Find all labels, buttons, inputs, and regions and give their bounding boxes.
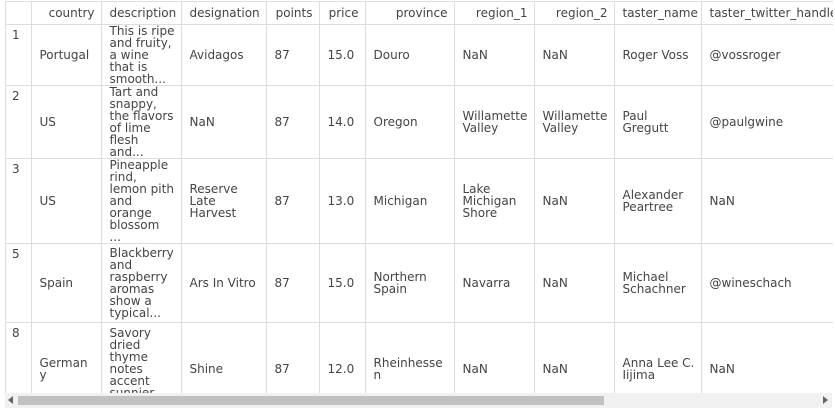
column-header: country (31, 2, 102, 25)
table-cell: 13.0 (319, 158, 366, 244)
table-cell: NaN (454, 322, 535, 393)
table-cell: @vossroger (701, 24, 833, 86)
table-cell: Northern Spain (365, 243, 455, 323)
table-cell: 87 (266, 85, 320, 159)
table-cell: Pineapple rind, lemon pith and orange bl… (101, 158, 182, 244)
column-header: region_2 (534, 2, 615, 25)
table: country description designation points price… (6, 2, 833, 393)
row-index: 1 (6, 24, 32, 86)
table-cell: Navarra (454, 243, 535, 323)
table-cell: 15.0 (319, 243, 366, 323)
table-cell: Michigan (365, 158, 455, 244)
table-row: 1 Portugal This is ripe and fruity, a wine… (6, 24, 833, 86)
table-cell: Michael Schachner (614, 243, 702, 323)
row-index: 8 (6, 322, 32, 393)
row-index: 3 (6, 158, 32, 244)
column-header: points (266, 2, 320, 25)
table-row: 2 US Tart and snappy, the flavors of lime … (6, 85, 833, 159)
table-cell: Douro (365, 24, 455, 86)
table-cell: NaN (454, 24, 535, 86)
table-cell: Paul Gregutt (614, 85, 702, 159)
table-row: 8 Germany Savory dried thyme notes accent … (6, 322, 833, 393)
horizontal-scrollbar[interactable] (5, 393, 832, 408)
table-cell: NaN (701, 322, 833, 393)
row-index: 2 (6, 85, 32, 159)
table-cell: @paulgwine (701, 85, 833, 159)
table-cell: Tart and snappy, the flavors of lime fle… (101, 85, 182, 159)
column-header: taster_twitter_handle (701, 2, 833, 25)
table-cell: This is ripe and fruity, a wine that is … (101, 24, 182, 86)
table-cell: Lake Michigan Shore (454, 158, 535, 244)
table-cell: Rheinhessen (365, 322, 455, 393)
table-cell: NaN (534, 243, 615, 323)
table-cell: Willamette Valley (534, 85, 615, 159)
table-cell: 87 (266, 158, 320, 244)
table-cell: 14.0 (319, 85, 366, 159)
table-cell: Alexander Peartree (614, 158, 702, 244)
header-row: country description designation points price… (6, 2, 833, 25)
table-cell: Savory dried thyme notes accent sunnier … (101, 322, 182, 393)
table-body: 1 Portugal This is ripe and fruity, a wine… (6, 24, 833, 393)
column-header: taster_name (614, 2, 702, 25)
column-header: price (319, 2, 366, 25)
row-index: 5 (6, 243, 32, 323)
table-cell: Germany (31, 322, 102, 393)
table-row: 3 US Pineapple rind, lemon pith and orange… (6, 158, 833, 244)
column-header: region_1 (454, 2, 535, 25)
table-cell: NaN (701, 158, 833, 244)
table-cell: Blackberry and raspberry aromas show a t… (101, 243, 182, 323)
table-cell: 87 (266, 243, 320, 323)
index-header (6, 2, 32, 25)
table-cell: 87 (266, 24, 320, 86)
column-header: designation (181, 2, 267, 25)
scroll-thumb[interactable] (18, 396, 604, 405)
table-cell: Portugal (31, 24, 102, 86)
table-cell: 87 (266, 322, 320, 393)
table-cell: NaN (534, 322, 615, 393)
table-cell: NaN (534, 158, 615, 244)
table-cell: Ars In Vitro (181, 243, 267, 323)
table-cell: NaN (181, 85, 267, 159)
column-header: description (101, 2, 182, 25)
table-cell: @wineschach (701, 243, 833, 323)
scroll-right-arrow[interactable] (823, 396, 828, 404)
table-cell: Shine (181, 322, 267, 393)
table-cell: US (31, 85, 102, 159)
table-cell: 15.0 (319, 24, 366, 86)
column-header: province (365, 2, 455, 25)
table-cell: Reserve Late Harvest (181, 158, 267, 244)
table-row: 5 Spain Blackberry and raspberry aromas sh… (6, 243, 833, 323)
table-cell: US (31, 158, 102, 244)
table-cell: Spain (31, 243, 102, 323)
table-cell: Avidagos (181, 24, 267, 86)
table-cell: Anna Lee C. Iijima (614, 322, 702, 393)
table-cell: NaN (534, 24, 615, 86)
scroll-left-arrow[interactable] (8, 396, 13, 404)
table-cell: Roger Voss (614, 24, 702, 86)
data-grid: country description designation points price… (5, 1, 833, 393)
table-cell: Oregon (365, 85, 455, 159)
table-cell: 12.0 (319, 322, 366, 393)
table-cell: Willamette Valley (454, 85, 535, 159)
